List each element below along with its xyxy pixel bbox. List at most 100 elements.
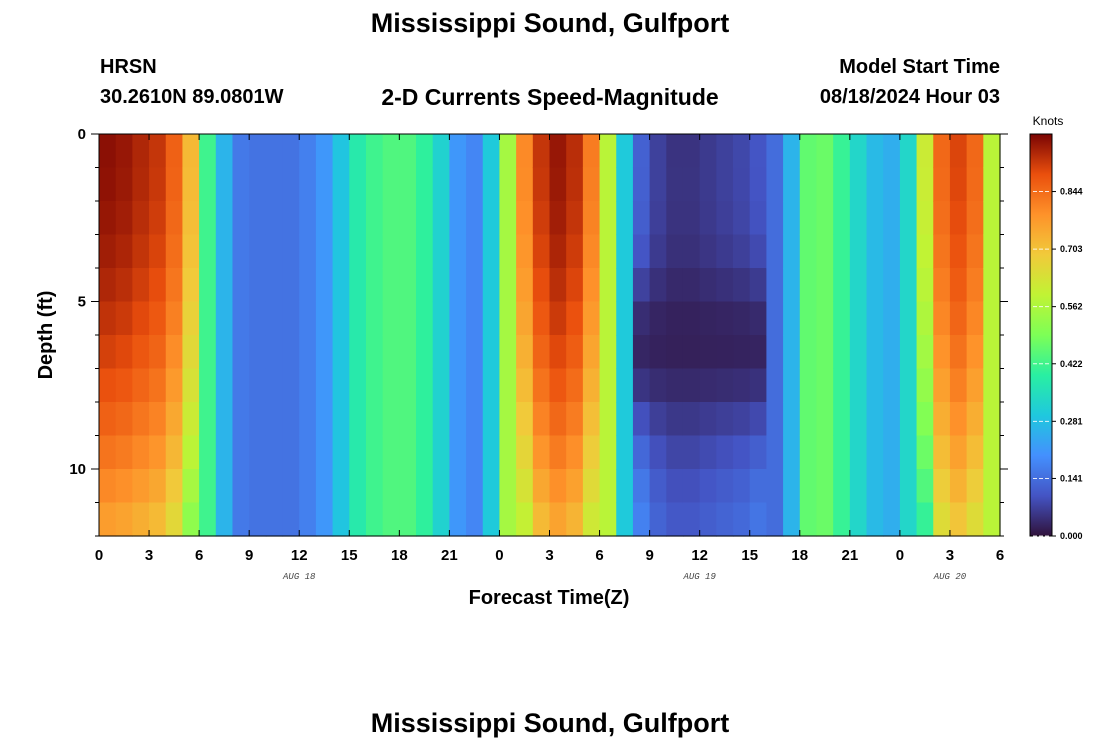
heatmap-cell: [916, 167, 934, 202]
heatmap-cell: [149, 469, 167, 504]
heatmap-cell: [816, 301, 834, 336]
heatmap-cell: [416, 234, 434, 269]
heatmap-cell: [682, 402, 701, 437]
heatmap-cell: [115, 268, 133, 303]
heatmap-cell: [149, 301, 167, 336]
heatmap-cell: [299, 268, 317, 303]
x-tick-label: 3: [946, 547, 954, 564]
heatmap-cell: [783, 502, 801, 537]
heatmap-cell: [466, 502, 484, 537]
heatmap-cell: [566, 234, 584, 269]
y-tick-label: 0: [78, 126, 86, 143]
heatmap-cell: [582, 301, 601, 336]
heatmap-cell: [532, 167, 551, 202]
heatmap-cell: [482, 469, 501, 504]
heatmap-cell: [632, 167, 651, 202]
heatmap-cell: [115, 167, 133, 202]
heatmap-cell: [733, 167, 751, 202]
heatmap-cell: [232, 301, 250, 336]
heatmap-cell: [265, 435, 284, 470]
heatmap-cell: [182, 234, 200, 269]
heatmap-cell: [466, 301, 484, 336]
heatmap-cell: [432, 402, 450, 437]
heatmap-cell: [215, 234, 234, 269]
heatmap-cell: [99, 335, 117, 370]
heatmap-cell: [332, 469, 350, 504]
heatmap-cell: [682, 502, 701, 537]
heatmap-cell: [566, 335, 584, 370]
heatmap-cell: [516, 335, 534, 370]
heatmap-cell: [616, 268, 634, 303]
heatmap-cell: [315, 134, 334, 169]
heatmap-cell: [582, 502, 601, 537]
heatmap-cell: [199, 368, 217, 403]
heatmap-cell: [416, 368, 434, 403]
heatmap-cell: [816, 335, 834, 370]
heatmap-cell: [199, 435, 217, 470]
heatmap-cell: [349, 368, 367, 403]
heatmap-cell: [816, 435, 834, 470]
heatmap-cell: [365, 234, 384, 269]
heatmap-cell: [432, 301, 450, 336]
heatmap-cell: [983, 167, 1001, 202]
heatmap-cell: [733, 134, 751, 169]
heatmap-cell: [866, 268, 884, 303]
heatmap-cell: [215, 268, 234, 303]
heatmap-cell: [282, 268, 300, 303]
heatmap-cell: [566, 402, 584, 437]
heatmap-cell: [783, 469, 801, 504]
heatmap-cell: [349, 402, 367, 437]
heatmap-cell: [916, 402, 934, 437]
heatmap-cell: [499, 335, 517, 370]
heatmap-cell: [516, 502, 534, 537]
heatmap-cell: [365, 402, 384, 437]
heatmap-cell: [299, 435, 317, 470]
heatmap-cell: [766, 335, 784, 370]
heatmap-cell: [149, 167, 167, 202]
heatmap-cell: [682, 234, 701, 269]
heatmap-cell: [165, 301, 184, 336]
heatmap-cell: [399, 301, 417, 336]
heatmap-cell: [949, 469, 968, 504]
x-tick-label: 15: [741, 547, 758, 564]
heatmap-cell: [682, 335, 701, 370]
heatmap-cell: [466, 402, 484, 437]
heatmap-cell: [516, 368, 534, 403]
heatmap-cell: [265, 469, 284, 504]
heatmap-cell: [632, 201, 651, 236]
heatmap-cell: [516, 469, 534, 504]
heatmap-cell: [816, 368, 834, 403]
heatmap-cell: [966, 469, 984, 504]
heatmap-cell: [182, 301, 200, 336]
heatmap-cell: [699, 502, 717, 537]
heatmap-cell: [749, 435, 768, 470]
heatmap-cell: [482, 502, 501, 537]
heatmap-cell: [182, 268, 200, 303]
heatmap-cell: [783, 335, 801, 370]
heatmap-cell: [115, 301, 133, 336]
heatmap-cell: [949, 335, 968, 370]
heatmap-cell: [816, 469, 834, 504]
heatmap-cell: [99, 234, 117, 269]
heatmap-cell: [799, 201, 818, 236]
heatmap-cell: [666, 301, 684, 336]
heatmap-cell: [299, 469, 317, 504]
heatmap-cell: [566, 167, 584, 202]
heatmap-cell: [466, 435, 484, 470]
heatmap-cell: [749, 402, 768, 437]
heatmap-cell: [682, 435, 701, 470]
heatmap-cell: [215, 134, 234, 169]
heatmap-cell: [933, 335, 951, 370]
heatmap-cell: [132, 234, 150, 269]
heatmap-cell: [949, 201, 968, 236]
heatmap-cell: [716, 502, 734, 537]
heatmap-cell: [299, 234, 317, 269]
heatmap-cell: [499, 134, 517, 169]
heatmap-cell: [632, 234, 651, 269]
heatmap-cell: [849, 368, 868, 403]
heatmap-cell: [749, 134, 768, 169]
heatmap-cell: [282, 335, 300, 370]
heatmap-cell: [699, 201, 717, 236]
heatmap-cell: [182, 435, 200, 470]
heatmap-cell: [432, 268, 450, 303]
